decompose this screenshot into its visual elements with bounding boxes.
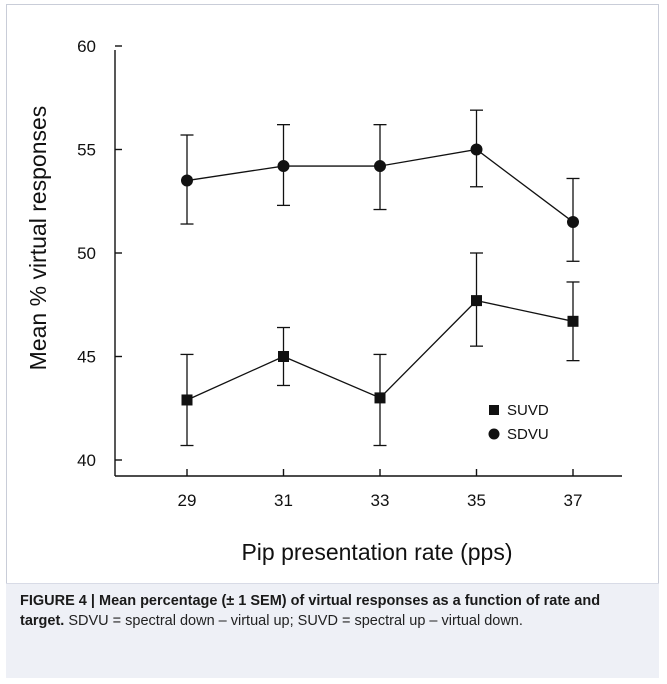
legend-marker-circle bbox=[488, 428, 500, 440]
figure-caption: FIGURE 4 | Mean percentage (± 1 SEM) of … bbox=[20, 591, 640, 631]
y-ticks: 40 45 50 55 60 bbox=[77, 37, 122, 470]
x-tick-label: 31 bbox=[274, 491, 293, 510]
data-point-square bbox=[374, 392, 386, 404]
data-point-square bbox=[278, 351, 289, 362]
x-tick-label: 37 bbox=[564, 491, 583, 510]
data-point-square bbox=[567, 315, 579, 327]
y-tick-label: 45 bbox=[77, 348, 96, 367]
data-point-circle bbox=[470, 143, 483, 156]
chart-axes bbox=[114, 50, 622, 477]
chart-legend: SUVD SDVU bbox=[488, 402, 549, 443]
data-point-circle bbox=[277, 160, 290, 173]
y-tick-label: 50 bbox=[77, 244, 96, 263]
legend-label-sdvu: SDVU bbox=[507, 426, 549, 443]
data-point-square bbox=[471, 295, 482, 307]
data-point-circle bbox=[567, 215, 579, 228]
line-chart: 40 45 50 55 60 29 31 33 35 37 SUVD SDVU Pip prese… bbox=[25, 37, 622, 565]
x-tick-label: 35 bbox=[467, 491, 486, 510]
caption-bold: FIGURE 4 | Mean percentage (± 1 SEM) of … bbox=[20, 593, 601, 629]
legend-label-suvd: SUVD bbox=[507, 402, 549, 419]
chart-series bbox=[180, 109, 580, 447]
data-point-circle bbox=[181, 174, 193, 187]
y-tick-label: 40 bbox=[77, 451, 96, 470]
y-tick-label: 55 bbox=[77, 141, 96, 160]
caption-box bbox=[6, 583, 659, 678]
data-point-square bbox=[181, 394, 193, 406]
x-tick-label: 29 bbox=[178, 491, 197, 510]
series-sdvu bbox=[180, 109, 580, 262]
y-tick-label: 60 bbox=[77, 37, 96, 56]
data-point-circle bbox=[374, 160, 386, 173]
caption-text: SDVU = spectral down – virtual up; SUVD … bbox=[64, 613, 523, 629]
x-axis-title: Pip presentation rate (pps) bbox=[241, 539, 512, 565]
x-ticks: 29 31 33 35 37 bbox=[178, 469, 583, 510]
series-suvd bbox=[180, 252, 580, 447]
y-axis-title: Mean % virtual responses bbox=[25, 106, 51, 371]
legend-marker-square bbox=[489, 405, 499, 415]
x-tick-label: 33 bbox=[371, 491, 390, 510]
